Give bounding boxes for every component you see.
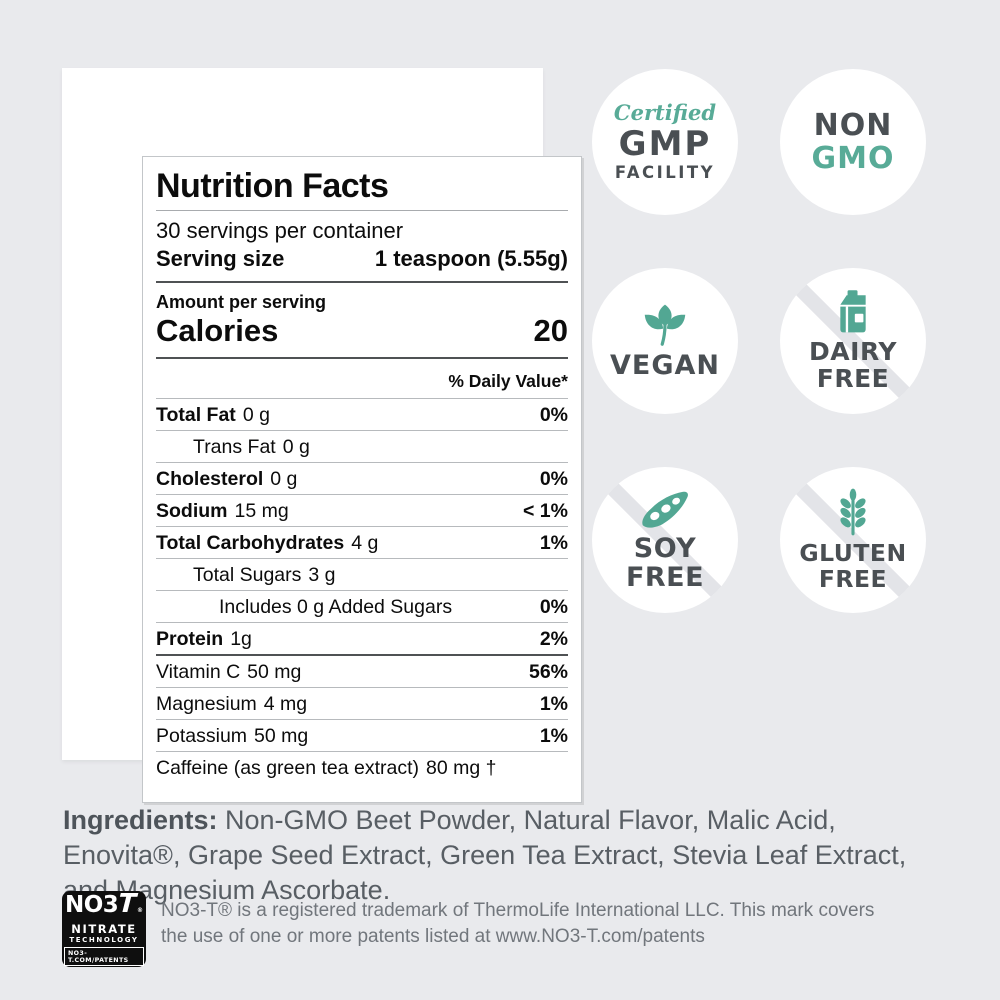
wheat-icon: [834, 488, 872, 536]
nutrient-amount: 4 mg: [263, 693, 308, 715]
nutrient-name: Includes 0 g Added Sugars: [219, 596, 453, 618]
non-text: NON: [813, 108, 893, 143]
no3t-logo-t: T: [114, 888, 140, 919]
nutrient-amount: 0 g: [270, 468, 298, 490]
serving-size-row: Serving size 1 teaspoon (5.55g): [156, 244, 568, 273]
nutrient-row-total-sugars: Total Sugars 3 g: [156, 559, 568, 591]
nutrition-title: Nutrition Facts: [156, 167, 389, 205]
nutrient-dv: 1%: [539, 532, 568, 554]
nutrient-dv: < 1%: [523, 500, 568, 522]
nutrient-amount: 80 mg †: [426, 757, 497, 779]
nutrient-dv: 0%: [539, 468, 568, 490]
ingredients-text: Non-GMO Beet Powder, Natural Flavor, Mal…: [63, 805, 907, 905]
badge-soy-free: SOY FREE: [592, 467, 738, 613]
calories-label: Calories: [156, 313, 279, 348]
dairy-free-text: FREE: [816, 364, 890, 393]
nutrient-name: Total Carbohydrates: [156, 532, 345, 554]
calories-value: 20: [533, 313, 568, 348]
trademark-line-1: NO3-T® is a registered trademark of Ther…: [161, 900, 875, 921]
gmp-text: GMP: [618, 124, 712, 164]
nutrient-name: Magnesium: [156, 693, 257, 715]
servings-per-container: 30 servings per container: [156, 218, 404, 243]
nutrient-amount: 0 g: [242, 404, 270, 426]
divider: [156, 281, 568, 283]
nutrient-name: Cholesterol: [156, 468, 264, 490]
nutrient-name: Total Fat: [156, 404, 236, 426]
serving-size-label: Serving size: [156, 246, 285, 271]
nutrient-row-vitamin-c: Vitamin C 50 mg 56%: [156, 656, 568, 688]
dairy-text: DAIRY: [809, 337, 897, 366]
milk-carton-icon: [834, 290, 872, 334]
gluten-text: GLUTEN: [799, 539, 907, 567]
nutrition-card: Nutrition Facts 30 servings per containe…: [62, 68, 582, 803]
no3t-logo-technology: TECHNOLOGY: [69, 935, 139, 944]
trademark-section: NO3 T ® NITRATE TECHNOLOGY NO3-T.COM/PATEN…: [62, 888, 874, 967]
nutrient-dv: 1%: [539, 725, 568, 747]
nutrient-name: Caffeine (as green tea extract): [156, 757, 420, 779]
badge-gmp-certified: Certified GMP FACILITY: [592, 69, 738, 215]
no3t-logo-patents-url: NO3-T.COM/PATENTS: [64, 947, 144, 967]
ingredients-label: Ingredients:: [63, 805, 218, 835]
nutrient-name: Vitamin C: [156, 661, 241, 683]
nutrient-row-magnesium: Magnesium 4 mg 1%: [156, 688, 568, 720]
divider: [156, 210, 568, 211]
gluten-free-text: FREE: [818, 565, 888, 593]
nutrient-name: Total Sugars: [193, 564, 302, 586]
daily-value-header: % Daily Value*: [156, 367, 568, 399]
nutrient-amount: 3 g: [308, 564, 336, 586]
nutrient-name: Trans Fat: [193, 436, 276, 458]
nutrition-label: Nutrition Facts 30 servings per containe…: [142, 156, 582, 803]
trademark-line-2: the use of one or more patents listed at…: [161, 925, 705, 947]
soy-free-text: FREE: [625, 561, 705, 593]
nutrient-row-total-carbohydrates: Total Carbohydrates 4 g 1%: [156, 527, 568, 559]
gmp-facility-text: FACILITY: [614, 163, 716, 182]
nutrient-name: Protein: [156, 628, 224, 650]
nutrient-row-total-fat: Total Fat 0 g 0%: [156, 399, 568, 431]
nutrient-dv: 1%: [539, 693, 568, 715]
nutrient-row-cholesterol: Cholesterol 0 g 0%: [156, 463, 568, 495]
soy-pod-icon: [640, 489, 690, 530]
trademark-text: NO3-T® is a registered trademark of Ther…: [161, 891, 874, 949]
registered-mark: ®: [137, 906, 144, 914]
soy-text: SOY: [633, 532, 697, 564]
badge-gluten-free: GLUTEN FREE: [780, 467, 926, 613]
no3t-logo-no3: NO3: [64, 891, 119, 918]
nutrient-dv: 2%: [539, 628, 568, 650]
amount-per-serving: Amount per serving: [156, 292, 327, 312]
no3t-logo-nitrate: NITRATE: [71, 921, 137, 936]
badges-grid: Certified GMP FACILITY NON GMO VEGAN: [592, 69, 926, 613]
plant-icon: [642, 302, 688, 346]
nutrient-row-added-sugars: Includes 0 g Added Sugars 0%: [156, 591, 568, 623]
vegan-text: VEGAN: [610, 349, 720, 381]
nutrient-name: Potassium: [156, 725, 248, 747]
nutrient-amount: 0 g: [282, 436, 310, 458]
calories-row: Calories 20: [156, 313, 568, 349]
badge-dairy-free: DAIRY FREE: [780, 268, 926, 414]
nutrient-amount: 50 mg: [247, 661, 302, 683]
nutrient-amount: 4 g: [351, 532, 379, 554]
nutrient-row-potassium: Potassium 50 mg 1%: [156, 720, 568, 752]
no3t-logo: NO3 T ® NITRATE TECHNOLOGY NO3-T.COM/PATEN…: [62, 888, 146, 967]
badge-non-gmo: NON GMO: [780, 69, 926, 215]
ingredients-section: Ingredients: Non-GMO Beet Powder, Natura…: [63, 803, 955, 908]
badge-vegan: VEGAN: [592, 268, 738, 414]
nutrient-amount: 1g: [230, 628, 252, 650]
nutrient-name: Sodium: [156, 500, 228, 522]
nutrient-row-sodium: Sodium 15 mg < 1%: [156, 495, 568, 527]
divider: [156, 357, 568, 359]
nutrient-amount: 50 mg: [254, 725, 309, 747]
nutrient-dv: 0%: [539, 404, 568, 426]
nutrient-row-protein: Protein 1g 2%: [156, 623, 568, 656]
nutrient-dv: 56%: [528, 661, 568, 683]
serving-size-value: 1 teaspoon (5.55g): [374, 246, 568, 271]
nutrient-row-trans-fat: Trans Fat 0 g: [156, 431, 568, 463]
nutrient-amount: 15 mg: [234, 500, 289, 522]
gmo-text: GMO: [811, 141, 895, 176]
nutrient-dv: 0%: [539, 596, 568, 618]
gmp-certified-text: Certified: [613, 100, 717, 125]
nutrient-row-caffeine: Caffeine (as green tea extract) 80 mg †: [156, 752, 568, 783]
